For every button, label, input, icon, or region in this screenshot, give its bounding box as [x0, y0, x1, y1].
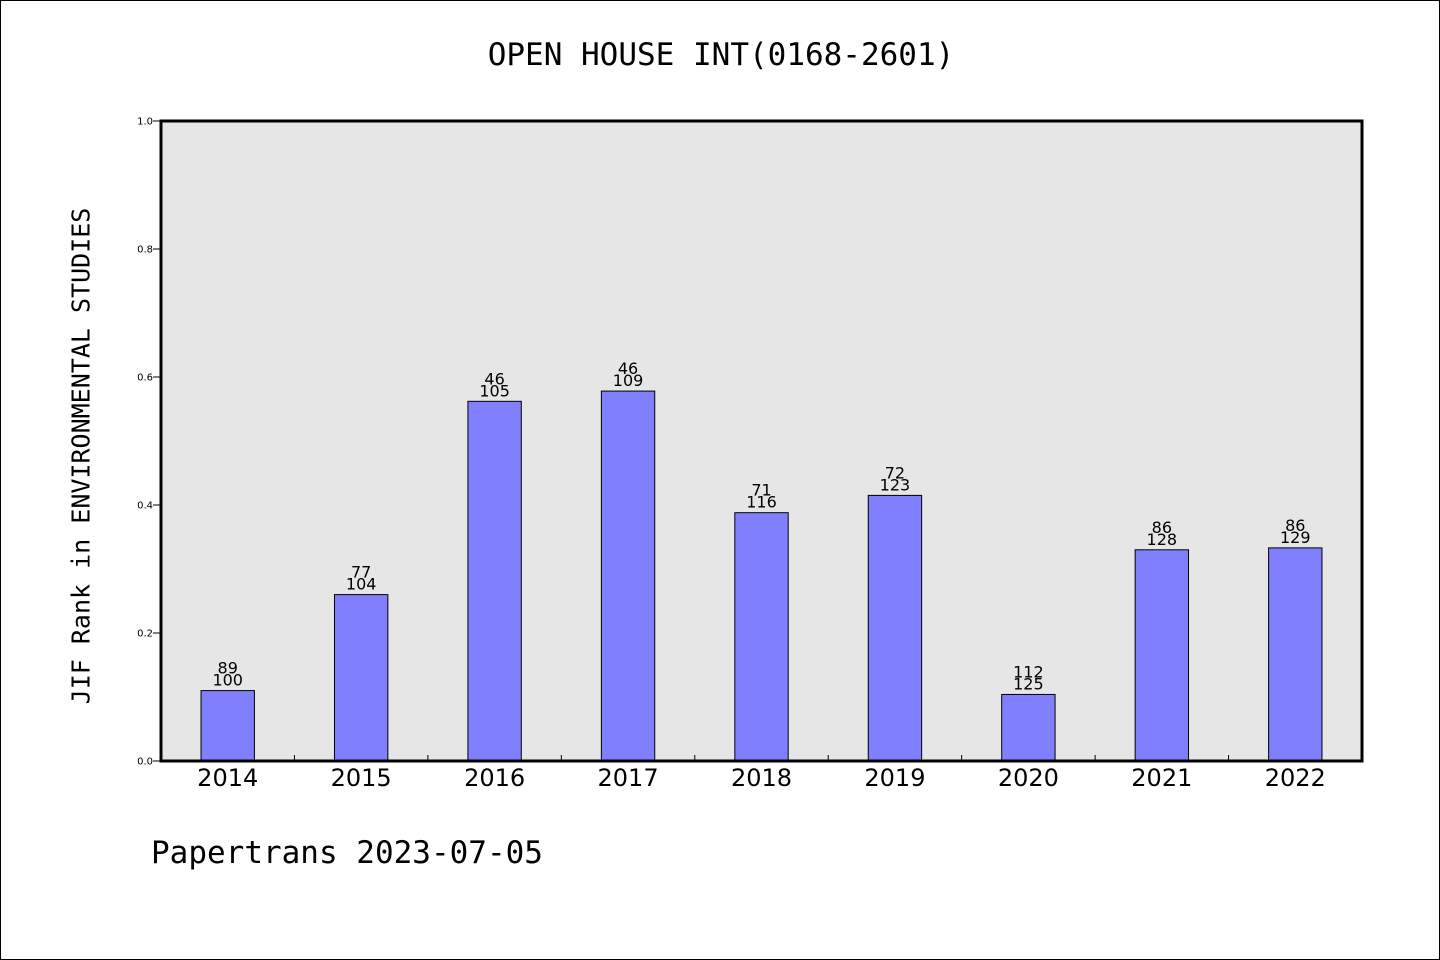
bar-rank-label: 71 — [751, 481, 771, 500]
bar-rank-label: 72 — [885, 463, 905, 482]
y-tick-label: 1.0 — [137, 117, 153, 128]
y-tick-label: 0.0 — [137, 757, 153, 768]
bar-2018 — [734, 512, 789, 762]
chart-title: OPEN HOUSE INT(0168-2601) — [487, 37, 955, 73]
x-tick-label: 2022 — [1265, 764, 1326, 792]
bar-total-label: 100 — [212, 671, 243, 690]
bar-2020 — [1001, 693, 1056, 762]
y-tick-label: 0.4 — [137, 501, 153, 512]
bar-total-label: 123 — [880, 475, 911, 494]
bar-2014 — [200, 690, 255, 762]
plot-frame — [159, 119, 1364, 763]
bar-total-label: 116 — [746, 493, 777, 512]
bar-2015 — [333, 594, 389, 762]
bar-total-label: 105 — [479, 381, 510, 400]
y-tick-label: 0.8 — [137, 245, 153, 256]
bar-total-label: 128 — [1147, 530, 1178, 549]
x-tick-label: 2017 — [598, 764, 659, 792]
footer-credit: Papertrans 2023-07-05 — [151, 835, 543, 871]
x-tick-label: 2018 — [731, 764, 792, 792]
y-tick-label: 0.2 — [137, 629, 153, 640]
x-tick-label: 2020 — [998, 764, 1059, 792]
bar-rank-label: 77 — [351, 563, 371, 582]
bar-total-label: 104 — [346, 575, 377, 594]
bar-rank-label: 86 — [1152, 518, 1172, 537]
bar-rank-label: 89 — [218, 659, 238, 678]
bar-rank-label: 112 — [1013, 662, 1044, 681]
x-tick-label: 2021 — [1131, 764, 1192, 792]
x-tick-label: 2019 — [864, 764, 925, 792]
bar-2019 — [867, 494, 923, 762]
y-tick-label: 0.6 — [137, 373, 153, 384]
bar-2022 — [1268, 547, 1323, 762]
bar-total-label: 129 — [1280, 528, 1311, 547]
bar-2017 — [600, 390, 656, 762]
bar-total-label: 109 — [613, 371, 644, 390]
x-tick-label: 2015 — [331, 764, 392, 792]
x-tick-label: 2014 — [197, 764, 258, 792]
bar-2021 — [1134, 549, 1190, 762]
bar-rank-label: 86 — [1285, 516, 1305, 535]
bar-rank-label: 46 — [484, 369, 504, 388]
x-tick-label: 2016 — [464, 764, 525, 792]
bar-rank-label: 46 — [618, 359, 638, 378]
bar-2016 — [467, 400, 522, 762]
bar-total-label: 125 — [1013, 674, 1044, 693]
